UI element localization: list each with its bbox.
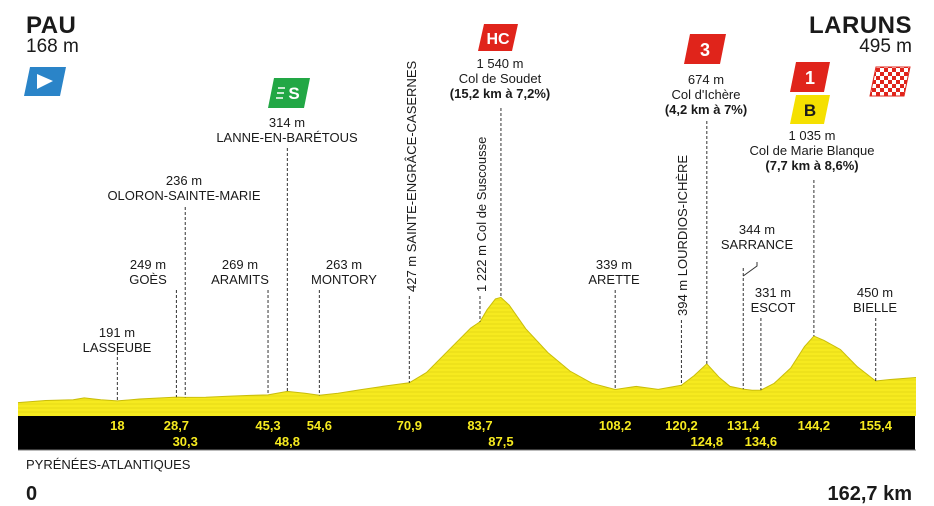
montory-label: 263 m MONTORY [311,257,377,287]
suscousse-label: 1 222 m Col de Suscousse [474,137,489,292]
ichere-altitude: 674 m [687,72,725,87]
ichere-detail: (4,2 km à 7%) [664,102,748,117]
bielle-label: 450 m BIELLE [853,285,897,315]
finish-altitude: 495 m [859,36,912,57]
svg-text:B: B [804,101,816,120]
km-label-top-8: 131,4 [727,418,760,433]
svg-text:HC: HC [486,31,510,48]
ichere-label: 674 m Col d'Ichère (4,2 km à 7%) [665,72,747,117]
sarrance-altitude: 344 m [738,222,776,237]
km-label-top-3: 54,6 [307,418,332,433]
km-label-bottom-4: 134,6 [745,434,778,449]
arette-label: 339 m ARETTE [588,257,639,287]
sprint-badge: S [268,78,310,108]
km-label-top-1: 28,7 [164,418,189,433]
arette-name: ARETTE [588,272,640,287]
marie-blanque-name: Col de Marie Blanque [749,143,875,158]
profile-outline [17,296,917,404]
lourdios-label: 394 m LOURDIOS-ICHÈRE [675,155,690,316]
soudet-label: 1 540 m Col de Soudet (15,2 km à 7,2%) [450,56,550,101]
goes-name: GOÈS [129,272,167,287]
start-altitude: 168 m [26,36,79,57]
bielle-altitude: 450 m [856,285,894,300]
km-marker-labels: 18 28,7 45,3 54,6 70,9 83,7 108,2 120,2 131,4 144… [110,418,893,449]
escot-label: 331 m ESCOT [751,285,796,315]
bonus-badge: B [790,95,830,124]
goes-label: 249 m GOÈS [129,257,167,287]
start-flag-icon [24,67,66,96]
finish-city-name: LARUNS [809,12,912,39]
aramits-name: ARAMITS [211,272,269,287]
sprint-altitude: 314 m [268,115,306,130]
sprint-name: LANNE-EN-BARÉTOUS [216,130,358,145]
montory-name: MONTORY [311,272,377,287]
km-label-top-5: 83,7 [467,418,492,433]
aramits-label: 269 m ARAMITS [211,257,269,287]
sarrance-leader [742,262,758,277]
sarrance-label: 344 m SARRANCE [721,222,793,252]
km-label-bottom-2: 87,5 [488,434,513,449]
soudet-name: Col de Soudet [458,71,542,86]
lasseube-name: LASSEUBE [82,340,152,355]
elevation-profile-area [18,297,916,416]
svg-text:S: S [288,84,299,103]
km-label-top-10: 155,4 [859,418,892,433]
svg-text:1: 1 [805,68,815,88]
escot-name: ESCOT [750,300,796,315]
oloron-name: OLORON-SAINTE-MARIE [107,188,261,203]
km-label-top-7: 120,2 [665,418,698,433]
arette-altitude: 339 m [595,257,633,272]
aramits-altitude: 269 m [221,257,259,272]
sainte-engrace-label: 427 m SAINTE-ENGRÂCE-CASERNES [404,61,419,292]
lasseube-altitude: 191 m [98,325,136,340]
km-label-bottom-3: 124,8 [691,434,724,449]
ichere-name: Col d'Ichère [671,87,741,102]
sprint-label: 314 m LANNE-EN-BARÉTOUS [216,115,357,145]
marie-blanque-detail: (7,7 km à 8,6%) [765,158,859,173]
soudet-detail: (15,2 km à 7,2%) [449,86,551,101]
drop-lines [116,108,877,401]
km-label-bottom-1: 48,8 [275,434,300,449]
distance-band [18,416,915,450]
soudet-altitude: 1 540 m [476,56,524,71]
escot-altitude: 331 m [754,285,792,300]
sarrance-name: SARRANCE [720,237,794,252]
distance-start-label: 0 [26,483,38,505]
oloron-label: 236 m OLORON-SAINTE-MARIE [107,173,260,203]
distance-total-label: 162,7 km [827,483,912,505]
lasseube-label: 191 m LASSEUBE [83,325,152,355]
cat1-climb-badge: 1 [790,62,830,92]
km-label-top-2: 45,3 [255,418,280,433]
svg-text:3: 3 [700,40,710,60]
marie-blanque-label: 1 035 m Col de Marie Blanque (7,7 km à 8… [749,128,874,173]
km-label-bottom-0: 30,3 [173,434,198,449]
km-label-top-6: 108,2 [599,418,632,433]
bielle-name: BIELLE [852,300,898,315]
oloron-altitude: 236 m [165,173,203,188]
hc-climb-badge: HC [478,24,518,51]
start-city-name: PAU [26,12,77,39]
km-label-top-0: 18 [110,418,124,433]
goes-altitude: 249 m [129,257,167,272]
montory-altitude: 263 m [325,257,363,272]
km-label-top-9: 144,2 [798,418,831,433]
marie-blanque-altitude: 1 035 m [788,128,836,143]
department-label: PYRÉNÉES-ATLANTIQUES [26,457,191,472]
finish-flag-icon [869,66,911,97]
cat3-climb-badge: 3 [684,34,726,64]
km-label-top-4: 70,9 [397,418,422,433]
